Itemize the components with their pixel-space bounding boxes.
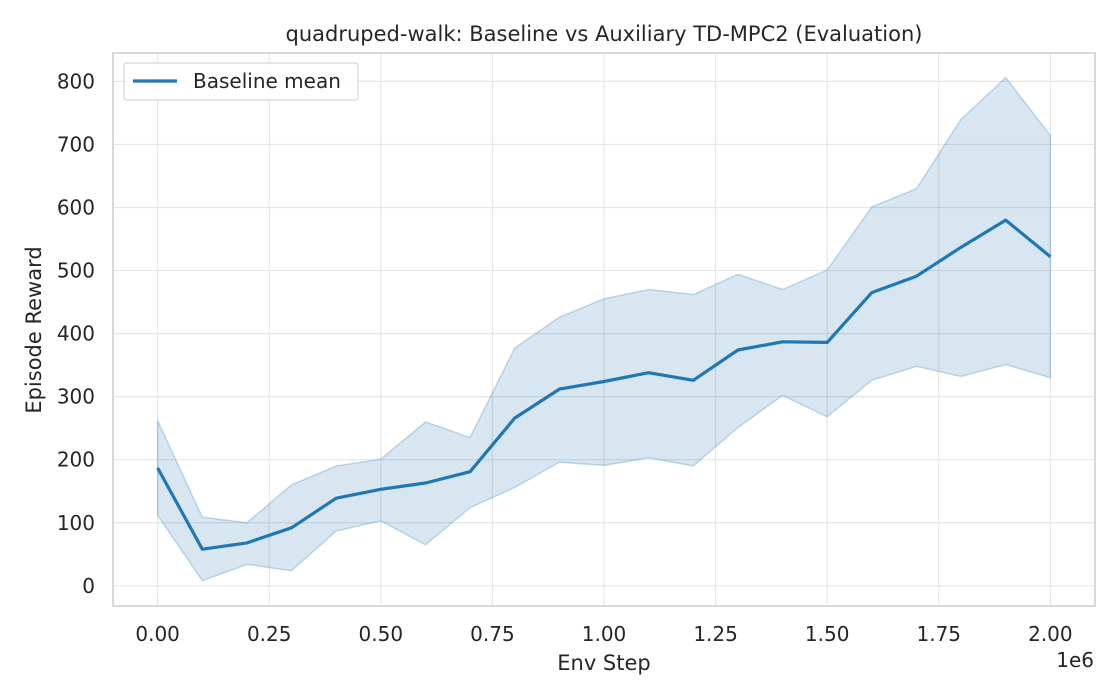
series-line [156, 218, 1052, 551]
y-tick-label: 100 [57, 511, 95, 535]
y-tick-label: 500 [57, 259, 95, 283]
chart-title: quadruped-walk: Baseline vs Auxiliary TD… [286, 22, 923, 46]
x-offset-label: 1e6 [1056, 648, 1094, 672]
legend-label: Baseline mean [193, 69, 341, 93]
x-tick-label: 1.50 [805, 622, 850, 646]
y-tick-label: 800 [57, 69, 95, 93]
legend: Baseline mean [123, 62, 359, 101]
x-tick-label: 0.25 [247, 622, 292, 646]
y-tick-label: 400 [57, 322, 95, 346]
x-tick-label: 1.00 [582, 622, 627, 646]
grid [113, 53, 1095, 606]
x-tick-label: 0.00 [135, 622, 180, 646]
y-tick-label: 0 [82, 574, 95, 598]
x-tick-label: 2.00 [1028, 622, 1073, 646]
y-tick-label: 700 [57, 132, 95, 156]
x-tick-labels: 0.00 0.25 0.50 0.75 1.00 1.25 1.50 1.75 2.00 [135, 622, 1072, 646]
y-tick-labels: 0 100 200 300 400 500 600 700 800 [57, 69, 95, 597]
x-tick-label: 1.25 [693, 622, 738, 646]
x-axis-label: Env Step [557, 651, 651, 675]
x-tick-label: 1.75 [917, 622, 962, 646]
plot-frame [112, 52, 1096, 607]
x-tick-label: 0.50 [359, 622, 404, 646]
y-axis-label: Episode Reward [22, 246, 46, 413]
x-tick-label: 0.75 [470, 622, 515, 646]
y-tick-label: 200 [57, 448, 95, 472]
y-tick-label: 300 [57, 385, 95, 409]
legend-box [123, 62, 359, 101]
series-band [156, 76, 1052, 582]
y-tick-label: 600 [57, 195, 95, 219]
